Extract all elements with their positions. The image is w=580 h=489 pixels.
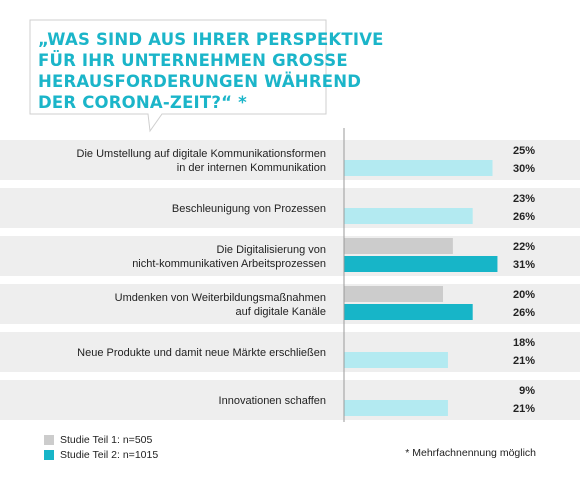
category-label-line: Neue Produkte und damit neue Märkte ersc…: [77, 347, 326, 359]
category-band: [0, 332, 580, 372]
category-label-line: nicht-kommunikativen Arbeitsprozessen: [132, 258, 326, 270]
value-label-series-1: 22%: [513, 241, 535, 253]
category-label-line: Umdenken von Weiterbildungsmaßnahmen: [115, 292, 326, 304]
value-label-series-1: 9%: [519, 385, 535, 397]
value-label-series-2: 26%: [513, 211, 535, 223]
bar-series-1: [344, 238, 453, 254]
title-line-3: HERAUSFORDERUNGEN WÄHREND: [38, 72, 362, 91]
title-line-4: DER CORONA-ZEIT?“ *: [38, 93, 247, 112]
category-band: [0, 380, 580, 420]
bar-series-1: [344, 382, 389, 398]
value-label-series-1: 20%: [513, 289, 535, 301]
bar-series-1: [344, 334, 434, 350]
category-band: [0, 140, 580, 180]
title-line-2: FÜR IHR UNTERNEHMEN GROSSE: [38, 51, 348, 70]
legend-item-series-2: Studie Teil 2: n=1015: [44, 449, 158, 461]
legend-item-series-1: Studie Teil 1: n=505: [44, 434, 152, 446]
bar-series-2: [344, 400, 448, 416]
legend-swatch-series-2: [44, 450, 54, 460]
value-label-series-2: 21%: [513, 403, 535, 415]
bar-series-2: [344, 352, 448, 368]
category-label-line: Beschleunigung von Prozessen: [172, 203, 326, 215]
value-label-series-1: 23%: [513, 193, 535, 205]
bar-series-2: [344, 304, 473, 320]
value-label-series-1: 18%: [513, 337, 535, 349]
category-band: [0, 284, 580, 324]
value-label-series-2: 31%: [513, 259, 535, 271]
legend-label-series-1: Studie Teil 1: n=505: [60, 434, 153, 446]
category-label-line: Die Digitalisierung von: [217, 244, 326, 256]
bar-series-1: [344, 190, 458, 206]
legend-swatch-series-1: [44, 435, 54, 445]
category-label: Neue Produkte und damit neue Märkte ersc…: [77, 347, 326, 359]
category-label: Innovationen schaffen: [219, 395, 326, 407]
category-label: Die Umstellung auf digitale Kommunikatio…: [77, 148, 326, 174]
bar-series-2: [344, 208, 473, 224]
category-label-line: in der internen Kommunikation: [177, 162, 326, 174]
title-line-1: „WAS SIND AUS IHRER PERSPEKTIVE: [38, 30, 384, 49]
category-label: Beschleunigung von Prozessen: [172, 203, 326, 215]
value-label-series-2: 21%: [513, 355, 535, 367]
category-label: Umdenken von Weiterbildungsmaßnahmen auf …: [115, 292, 326, 318]
bar-series-1: [344, 286, 443, 302]
value-label-series-1: 25%: [513, 145, 535, 157]
footnote: * Mehrfachnennung möglich: [405, 447, 536, 459]
value-label-series-2: 30%: [513, 163, 535, 175]
value-label-series-2: 26%: [513, 307, 535, 319]
category-label-line: auf digitale Kanäle: [235, 306, 326, 318]
category-label: Die Digitalisierung von nicht-kommunikati…: [132, 244, 326, 270]
legend-label-series-2: Studie Teil 2: n=1015: [60, 449, 159, 461]
category-label-line: Die Umstellung auf digitale Kommunikatio…: [77, 148, 326, 160]
category-band: [0, 188, 580, 228]
category-label-line: Innovationen schaffen: [219, 395, 326, 407]
bar-series-2: [344, 160, 493, 176]
bar-series-1: [344, 142, 468, 158]
title-speech-bubble: [29, 19, 327, 133]
bar-series-2: [344, 256, 498, 272]
